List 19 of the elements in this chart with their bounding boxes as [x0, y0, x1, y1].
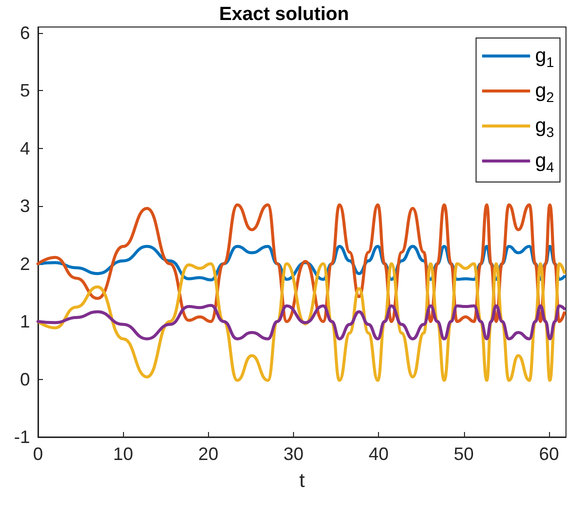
x-tick-label: 10: [113, 444, 134, 464]
y-tick-label: 5: [20, 80, 30, 101]
x-tick-label: 0: [32, 444, 44, 464]
y-tick-label: 0: [20, 369, 30, 390]
x-tick-label: 20: [198, 444, 218, 464]
x-tick-label: 40: [368, 444, 389, 464]
x-tick-label: 30: [283, 444, 304, 464]
chart-title: Exact solution: [219, 4, 349, 25]
y-tick-label: 6: [20, 22, 30, 43]
y-tick-label: -1: [14, 427, 30, 447]
line-series: [36, 262, 566, 382]
y-tick-label: 4: [20, 138, 30, 158]
y-tick-label: 3: [20, 196, 30, 216]
y-tick-label: 1: [20, 312, 30, 332]
x-axis-title: t: [299, 470, 306, 492]
x-tick-label: 50: [454, 444, 474, 464]
y-tick-label: 2: [20, 254, 30, 274]
x-tick-label: 60: [538, 444, 559, 464]
line-series: [36, 304, 566, 340]
